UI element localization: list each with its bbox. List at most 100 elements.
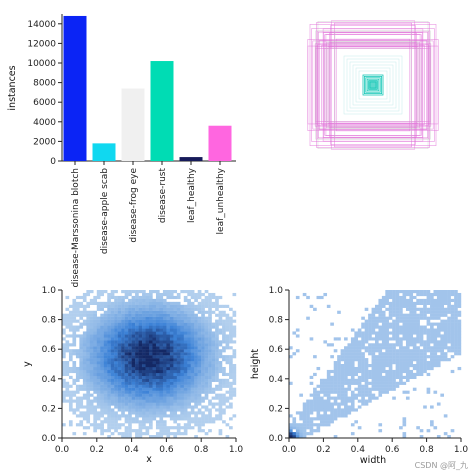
xy-heatmap-cell <box>93 405 97 409</box>
wh-heatmap-cell <box>385 378 389 382</box>
xy-heatmap-cell <box>194 292 198 297</box>
xy-heatmap-cell <box>208 402 212 406</box>
bar-y-tick-label: 4000 <box>33 118 56 128</box>
wh-heatmap-cell <box>361 375 365 379</box>
xy-heatmap-cell <box>155 366 160 371</box>
wh-heatmap-cell <box>385 319 389 323</box>
wh-heatmap-cell <box>412 366 417 371</box>
wh-heatmap-cell <box>395 290 400 294</box>
wh-heatmap-cell <box>402 358 407 362</box>
wh-heatmap-cell <box>402 304 407 308</box>
xy-heatmap-cell <box>149 387 153 391</box>
wh-heatmap-cell <box>409 369 414 374</box>
xy-heatmap-cell <box>190 384 195 388</box>
wh-heatmap-cell <box>412 325 417 329</box>
xy-heatmap-cell <box>197 316 202 320</box>
wh-heatmap-cell <box>412 349 417 353</box>
xy-heatmap-cell <box>222 396 226 400</box>
xy-heatmap-cell <box>180 364 184 368</box>
xy-heatmap-cell <box>79 358 84 362</box>
xy-heatmap-cell <box>155 361 160 365</box>
xy-heatmap-cell <box>159 313 164 317</box>
xy-heatmap-cell <box>107 295 111 300</box>
wh-heatmap-cell <box>337 390 341 394</box>
xy-heatmap-cell <box>86 399 91 403</box>
xy-heatmap-cell <box>79 366 84 371</box>
xy-heatmap-cell <box>173 349 178 353</box>
xy-heatmap-cell <box>131 310 136 314</box>
xy-heatmap-cell <box>62 346 66 350</box>
xy-heatmap-cell <box>131 390 136 394</box>
xy-heatmap-cell <box>149 364 153 368</box>
xy-heatmap-cell <box>225 325 230 329</box>
xy-heatmap-cell <box>117 414 122 418</box>
xy-heatmap-cell <box>173 295 178 300</box>
xy-heatmap-cell <box>68 325 73 329</box>
xy-heatmap-cell <box>208 378 212 382</box>
xy-heatmap-cell <box>180 408 184 412</box>
wh-heatmap-cell <box>423 298 427 303</box>
xy-heatmap-cell <box>204 316 209 320</box>
wh-heatmap-cell <box>361 322 365 326</box>
xy-heatmap-cell <box>208 381 212 385</box>
xy-heatmap-cell <box>232 375 237 379</box>
wh-heatmap-cell <box>361 352 365 356</box>
wh-heatmap-cell <box>454 313 458 317</box>
xy-heatmap-cell <box>96 295 101 300</box>
xy-heatmap-cell <box>194 334 198 338</box>
xy-heatmap-cell <box>68 358 73 362</box>
xy-heatmap-cell <box>166 375 171 379</box>
xy-heatmap-cell <box>128 331 132 335</box>
wh-heatmap-cell <box>402 369 407 374</box>
xy-heatmap-cell <box>124 349 129 353</box>
xy-heatmap-cell <box>166 319 171 323</box>
xy-heatmap-cell <box>149 381 153 385</box>
xy-heatmap-cell <box>169 290 174 294</box>
xy-heatmap-cell <box>121 355 125 359</box>
wh-heatmap-cell <box>457 304 462 308</box>
xy-heatmap-cell <box>152 417 157 421</box>
xy-heatmap-cell <box>145 408 150 412</box>
xy-heatmap-cell <box>194 396 198 400</box>
xy-heatmap-cell <box>155 378 160 382</box>
xy-heatmap-cell <box>149 346 153 350</box>
wh-heatmap-cell <box>395 337 400 341</box>
xy-heatmap-cell <box>100 340 104 344</box>
wh-heatmap-cell <box>412 310 417 314</box>
wh-heatmap-cell <box>443 322 448 326</box>
wh-heatmap-cell <box>392 325 396 329</box>
xy-heatmap-cell <box>145 316 150 320</box>
wh-heatmap-cell <box>381 387 386 391</box>
xy-heatmap-cell <box>225 328 230 332</box>
wh-heatmap-cell <box>440 340 444 344</box>
xy-heatmap-cell <box>103 337 108 341</box>
xy-heatmap-cell <box>135 355 139 359</box>
wh-heatmap-cell <box>436 292 441 297</box>
wh-heatmap-cell <box>340 393 345 397</box>
xy-heatmap-cell <box>107 310 111 314</box>
wh-heatmap-cell <box>405 364 410 368</box>
xy-heatmap-cell <box>176 417 181 421</box>
wh-heatmap-cell <box>433 340 438 344</box>
wh-heatmap-cell <box>388 355 393 359</box>
xy-heatmap-cell <box>190 322 195 326</box>
xy-heatmap-cell <box>232 390 237 394</box>
wh-heatmap-cell <box>378 304 383 308</box>
xy-heatmap-cell <box>183 358 188 362</box>
wh-heatmap-cell <box>340 402 345 406</box>
xy-heatmap-cell <box>86 372 91 377</box>
xy-heatmap-cell <box>110 426 115 430</box>
wh-heatmap-cell <box>450 343 455 347</box>
wh-heatmap-cell <box>344 411 348 415</box>
xy-heatmap-cell <box>201 396 205 400</box>
xy-heatmap-cell <box>65 372 70 377</box>
wh-heatmap-cell <box>412 364 417 368</box>
wh-heatmap-cell <box>395 355 400 359</box>
xy-heatmap-cell <box>169 307 174 311</box>
wh-heatmap-cell <box>347 346 352 350</box>
xy-heatmap-cell <box>68 310 73 314</box>
xy-heatmap-cell <box>190 304 195 308</box>
wh-heatmap-cell <box>340 384 345 388</box>
xy-heatmap-cell <box>159 358 164 362</box>
wh-heatmap-cell <box>454 352 458 356</box>
